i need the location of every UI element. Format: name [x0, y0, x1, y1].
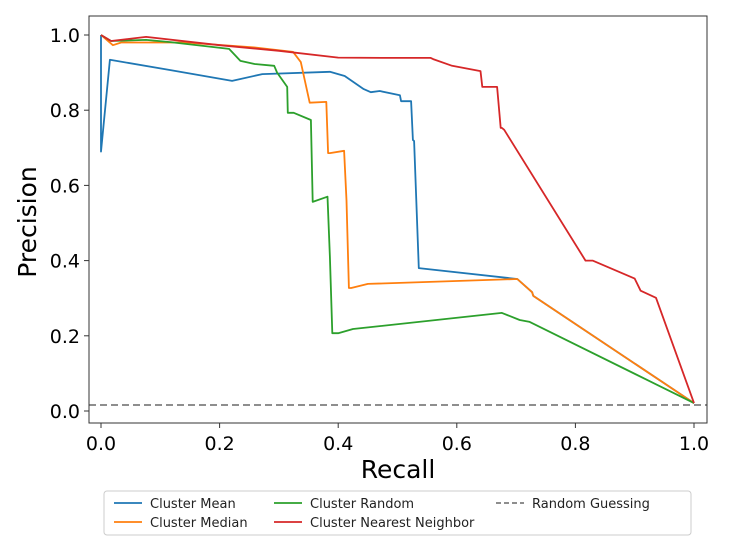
legend-label-cluster-mean: Cluster Mean: [150, 497, 236, 512]
y-axis-label: Precision: [13, 166, 42, 278]
y-tick-label: 1.0: [50, 25, 80, 47]
legend: Cluster Mean Cluster Median Cluster Random…: [103, 490, 692, 536]
series-line-cluster-random: [100, 34, 695, 404]
series-line-cluster-nearest-neighbor: [100, 34, 695, 404]
legend-frame: [103, 490, 692, 536]
legend-label-cluster-median: Cluster Median: [150, 516, 248, 531]
legend-label-cluster-nearest-neighbor: Cluster Nearest Neighbor: [310, 516, 475, 531]
y-tick-label: 0.0: [50, 401, 80, 423]
x-tick-label: 1.0: [679, 433, 709, 455]
x-tick-label: 0.6: [442, 433, 472, 455]
x-tick-label: 0.0: [86, 433, 116, 455]
y-tick-label: 0.4: [50, 251, 80, 273]
series-line-cluster-median: [100, 34, 695, 404]
plot-lines: [89, 34, 707, 406]
legend-label-cluster-random: Cluster Random: [310, 497, 414, 512]
legend-label-random-guessing: Random Guessing: [532, 497, 650, 512]
x-axis-label: Recall: [361, 455, 436, 484]
y-tick-label: 0.6: [50, 175, 80, 197]
y-tick-label: 0.2: [50, 326, 80, 348]
x-axis-ticks: 0.0 0.2 0.4 0.6 0.8 1.0: [86, 423, 709, 455]
y-tick-label: 0.8: [50, 100, 80, 122]
x-tick-label: 0.2: [204, 433, 234, 455]
series-line-cluster-mean: [100, 35, 695, 404]
plot-frame: [88, 15, 708, 424]
x-tick-label: 0.8: [560, 433, 590, 455]
y-axis-ticks: 0.0 0.2 0.4 0.6 0.8 1.0: [50, 25, 89, 423]
x-tick-label: 0.4: [323, 433, 353, 455]
